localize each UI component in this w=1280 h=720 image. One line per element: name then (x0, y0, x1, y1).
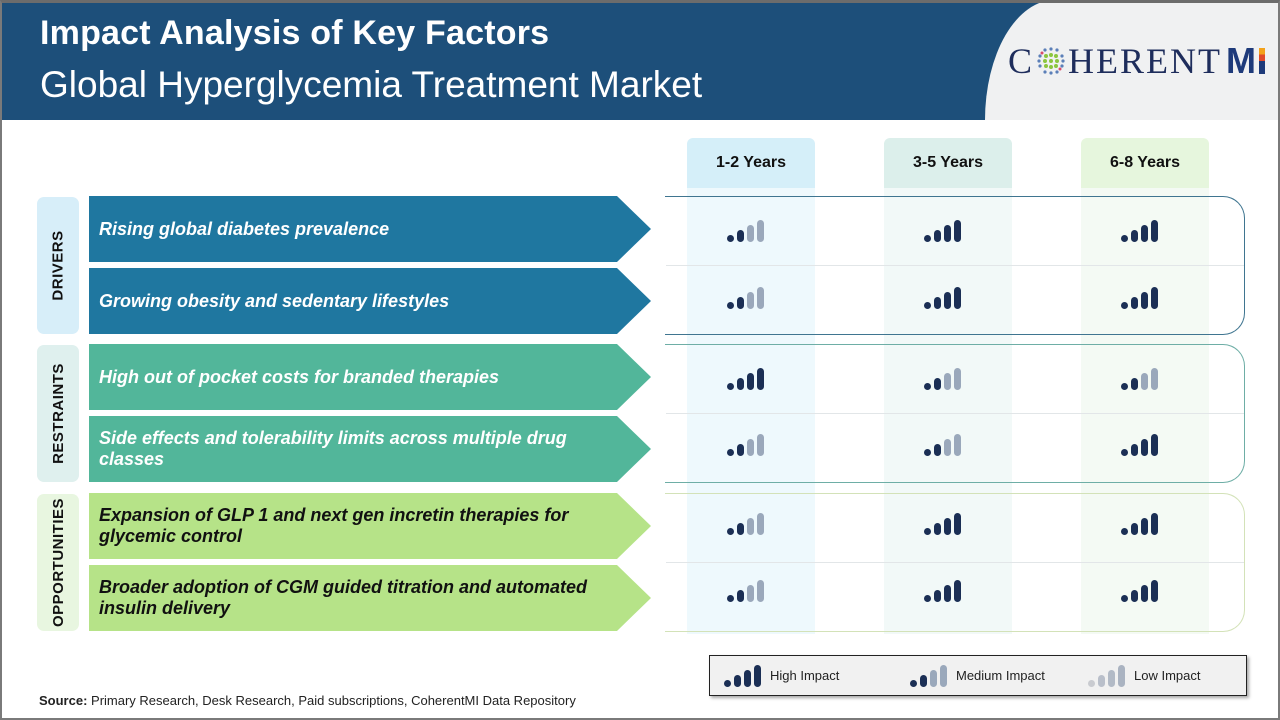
header-banner: Impact Analysis of Key Factors Global Hy… (0, 0, 1280, 120)
column-bg-1-2 (687, 188, 815, 634)
drivers-group-border (665, 196, 1245, 335)
opportunities-group-border (665, 493, 1245, 632)
column-header-1-2-years: 1-2 Years (687, 138, 815, 188)
column-bg-6-8 (1081, 188, 1209, 634)
legend-high: High Impact (724, 664, 839, 687)
signal-medium-icon (1121, 368, 1161, 390)
row-divider (666, 413, 1244, 414)
logo-letter-c: C (1008, 41, 1035, 81)
signal-high-icon (727, 368, 767, 390)
logo-panel (985, 0, 1280, 120)
factor-banner-driver-1: Rising global diabetes prevalence (89, 196, 651, 262)
signal-medium-icon (924, 368, 964, 390)
column-header-3-5-years: 3-5 Years (884, 138, 1012, 188)
factor-banner-restraint-2: Side effects and tolerability limits acr… (89, 416, 651, 482)
signal-medium-icon (727, 580, 767, 602)
signal-high-icon (1121, 434, 1161, 456)
legend-low: Low Impact (1088, 664, 1200, 687)
globe-dots-icon (1037, 47, 1065, 75)
row-divider (666, 265, 1244, 266)
signal-medium-icon (727, 220, 767, 242)
column-bg-3-5 (884, 188, 1012, 634)
logo-mi: M (1226, 40, 1265, 82)
signal-medium-icon (727, 434, 767, 456)
signal-medium-icon (727, 287, 767, 309)
logo-word: HERENT (1068, 41, 1222, 81)
signal-low-icon (1088, 664, 1128, 687)
legend-medium: Medium Impact (910, 664, 1045, 687)
coherentmi-logo: C HERENT M (1008, 40, 1265, 82)
signal-medium-icon (727, 513, 767, 535)
signal-high-icon (924, 220, 964, 242)
signal-high-icon (924, 580, 964, 602)
signal-high-icon (1121, 513, 1161, 535)
column-header-6-8-years: 6-8 Years (1081, 138, 1209, 188)
signal-high-icon (1121, 220, 1161, 242)
factor-banner-driver-2: Growing obesity and sedentary lifestyles (89, 268, 651, 334)
drivers-label: DRIVERS (37, 197, 79, 334)
signal-medium-icon (924, 434, 964, 456)
restraints-group-border (665, 344, 1245, 483)
signal-high-icon (924, 287, 964, 309)
factor-banner-opportunity-1: Expansion of GLP 1 and next gen incretin… (89, 493, 651, 559)
legend: High Impact Medium Impact Low Impact (709, 655, 1247, 696)
signal-high-icon (724, 664, 764, 687)
signal-high-icon (1121, 580, 1161, 602)
page-title: Impact Analysis of Key Factors (40, 14, 550, 52)
opportunities-label: OPPORTUNITIES (37, 494, 79, 631)
signal-medium-icon (910, 664, 950, 687)
restraints-label: RESTRAINTS (37, 345, 79, 482)
signal-high-icon (924, 513, 964, 535)
factor-banner-restraint-1: High out of pocket costs for branded the… (89, 344, 651, 410)
factor-banner-opportunity-2: Broader adoption of CGM guided titration… (89, 565, 651, 631)
page-subtitle: Global Hyperglycemia Treatment Market (40, 64, 703, 105)
row-divider (666, 562, 1244, 563)
signal-high-icon (1121, 287, 1161, 309)
source-note: Source: Primary Research, Desk Research,… (39, 693, 576, 708)
